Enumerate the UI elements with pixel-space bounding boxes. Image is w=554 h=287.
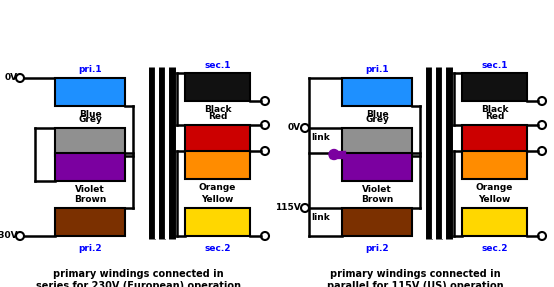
Bar bbox=[462, 73, 527, 101]
Bar bbox=[462, 208, 527, 236]
Text: pri.2: pri.2 bbox=[365, 244, 389, 253]
Text: Grey: Grey bbox=[365, 115, 389, 124]
Text: Black: Black bbox=[204, 105, 231, 114]
Bar bbox=[55, 208, 125, 236]
Text: Brown: Brown bbox=[361, 195, 393, 204]
Text: Orange: Orange bbox=[199, 183, 236, 192]
Bar bbox=[462, 125, 527, 153]
Bar bbox=[185, 125, 250, 153]
Text: Violet: Violet bbox=[362, 185, 392, 194]
Text: primary windings connected in
parallel for 115V (US) operation: primary windings connected in parallel f… bbox=[327, 269, 504, 287]
Text: pri.1: pri.1 bbox=[365, 65, 389, 75]
Bar bbox=[185, 73, 250, 101]
Text: Red: Red bbox=[208, 112, 227, 121]
Bar bbox=[55, 153, 125, 181]
Bar bbox=[55, 128, 125, 156]
Text: Blue: Blue bbox=[366, 110, 388, 119]
Bar bbox=[185, 151, 250, 179]
Text: Red: Red bbox=[485, 112, 504, 121]
Text: Blue: Blue bbox=[79, 110, 101, 119]
Bar bbox=[342, 78, 412, 106]
Text: sec.1: sec.1 bbox=[204, 61, 231, 69]
Text: Black: Black bbox=[481, 105, 508, 114]
Bar bbox=[342, 128, 412, 156]
Text: link: link bbox=[311, 133, 330, 143]
Bar bbox=[55, 78, 125, 106]
Text: Orange: Orange bbox=[476, 183, 513, 192]
Text: pri.1: pri.1 bbox=[78, 65, 102, 75]
Text: Violet: Violet bbox=[75, 185, 105, 194]
Text: primary windings connected in
series for 230V (European) operation: primary windings connected in series for… bbox=[36, 269, 241, 287]
Text: Yellow: Yellow bbox=[201, 195, 234, 204]
Bar bbox=[185, 208, 250, 236]
Bar bbox=[342, 153, 412, 181]
Text: 115V: 115V bbox=[275, 203, 301, 212]
Text: 230V: 230V bbox=[0, 232, 18, 241]
Text: Yellow: Yellow bbox=[478, 195, 511, 204]
Text: sec.1: sec.1 bbox=[481, 61, 508, 69]
Text: sec.2: sec.2 bbox=[481, 244, 508, 253]
Bar bbox=[462, 151, 527, 179]
Text: Brown: Brown bbox=[74, 195, 106, 204]
Text: 0V: 0V bbox=[288, 123, 301, 133]
Text: sec.2: sec.2 bbox=[204, 244, 231, 253]
Circle shape bbox=[329, 150, 339, 160]
Text: Grey: Grey bbox=[78, 115, 102, 124]
Text: 0V: 0V bbox=[5, 73, 18, 82]
Text: link: link bbox=[311, 214, 330, 222]
Bar bbox=[342, 208, 412, 236]
Text: pri.2: pri.2 bbox=[78, 244, 102, 253]
